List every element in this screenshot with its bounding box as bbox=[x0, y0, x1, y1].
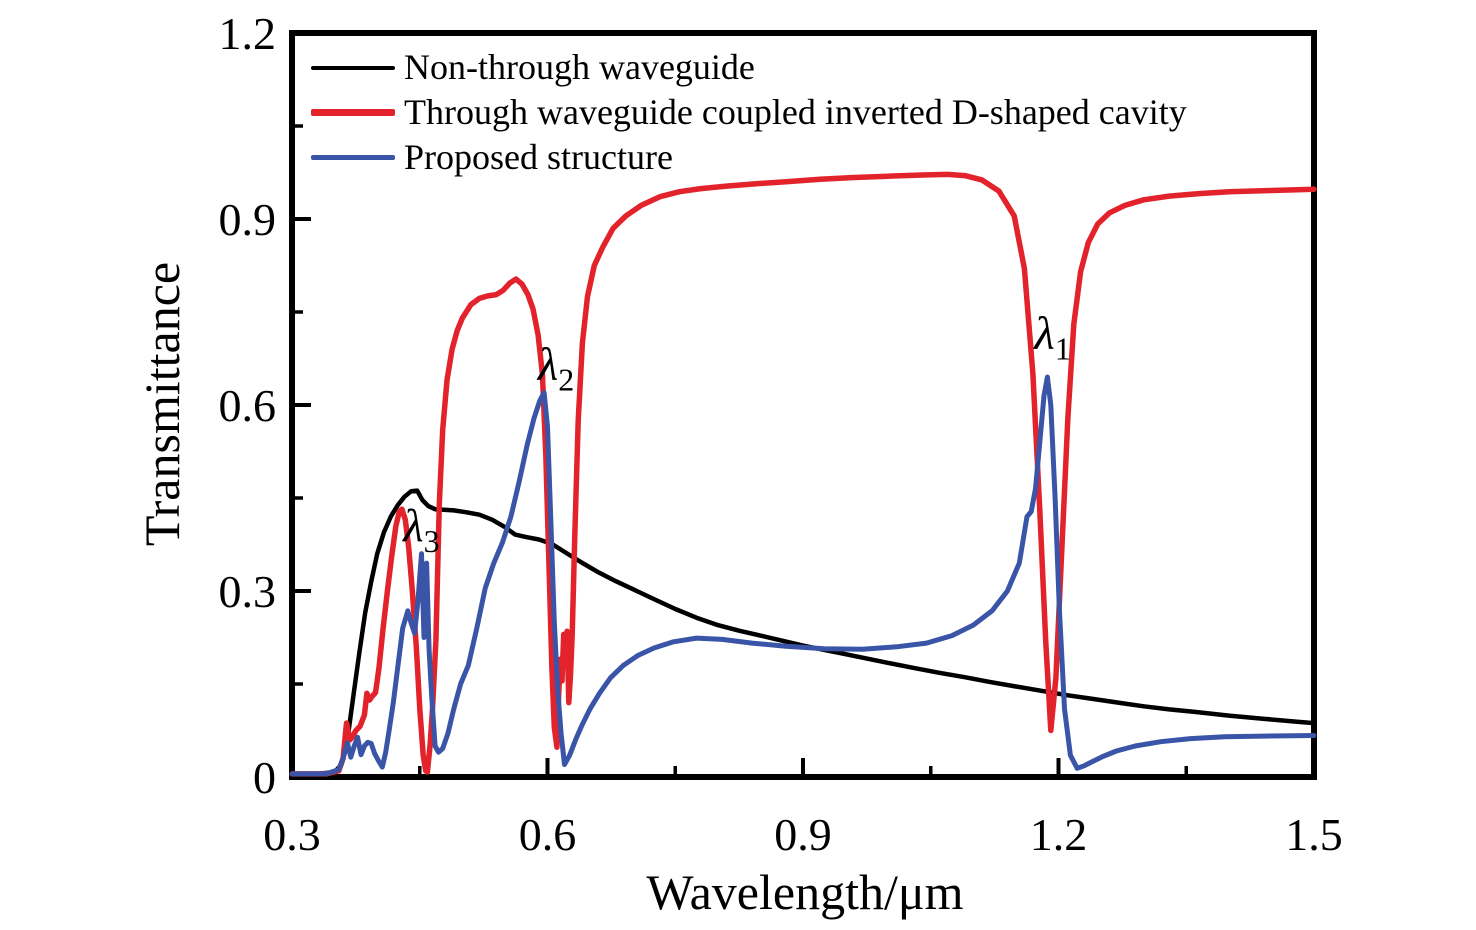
y-tick-label: 0.6 bbox=[219, 380, 277, 431]
legend: Non-through waveguide Through waveguide … bbox=[311, 45, 1187, 180]
legend-item-proposed-structure: Proposed structure bbox=[311, 135, 1187, 180]
curve-series-2 bbox=[289, 374, 1317, 777]
curve-series-0 bbox=[289, 488, 1317, 777]
y-tick-label: 1.2 bbox=[219, 8, 277, 59]
x-tick-label: 1.5 bbox=[1285, 809, 1343, 860]
x-tick-label: 0.3 bbox=[263, 809, 321, 860]
x-tick-label: 0.6 bbox=[519, 809, 577, 860]
legend-label: Through waveguide coupled inverted D-sha… bbox=[404, 92, 1187, 132]
legend-label: Proposed structure bbox=[404, 137, 673, 177]
plot-frame bbox=[289, 30, 1317, 780]
legend-line-blue bbox=[311, 155, 395, 160]
x-tick-label: 0.9 bbox=[774, 809, 832, 860]
legend-item-non-through-waveguide: Non-through waveguide bbox=[311, 45, 1187, 90]
x-tick-label: 1.2 bbox=[1030, 809, 1088, 860]
legend-line-red bbox=[311, 109, 395, 116]
lambda-1-annotation: λ1 bbox=[1032, 308, 1070, 367]
legend-line-black bbox=[311, 65, 395, 70]
legend-label: Non-through waveguide bbox=[404, 47, 755, 87]
legend-item-through-waveguide-cavity: Through waveguide coupled inverted D-sha… bbox=[311, 90, 1187, 135]
y-tick-label: 0.9 bbox=[219, 194, 277, 245]
y-tick-label: 0 bbox=[253, 752, 276, 803]
x-axis-title: Wavelength/μm bbox=[646, 864, 964, 920]
lambda-2-annotation: λ2 bbox=[536, 339, 574, 398]
y-tick-label: 0.3 bbox=[219, 566, 277, 617]
y-axis-title: Transmittance bbox=[134, 261, 190, 547]
lambda-3-annotation: λ3 bbox=[401, 500, 439, 559]
curve-series-1 bbox=[289, 171, 1317, 777]
